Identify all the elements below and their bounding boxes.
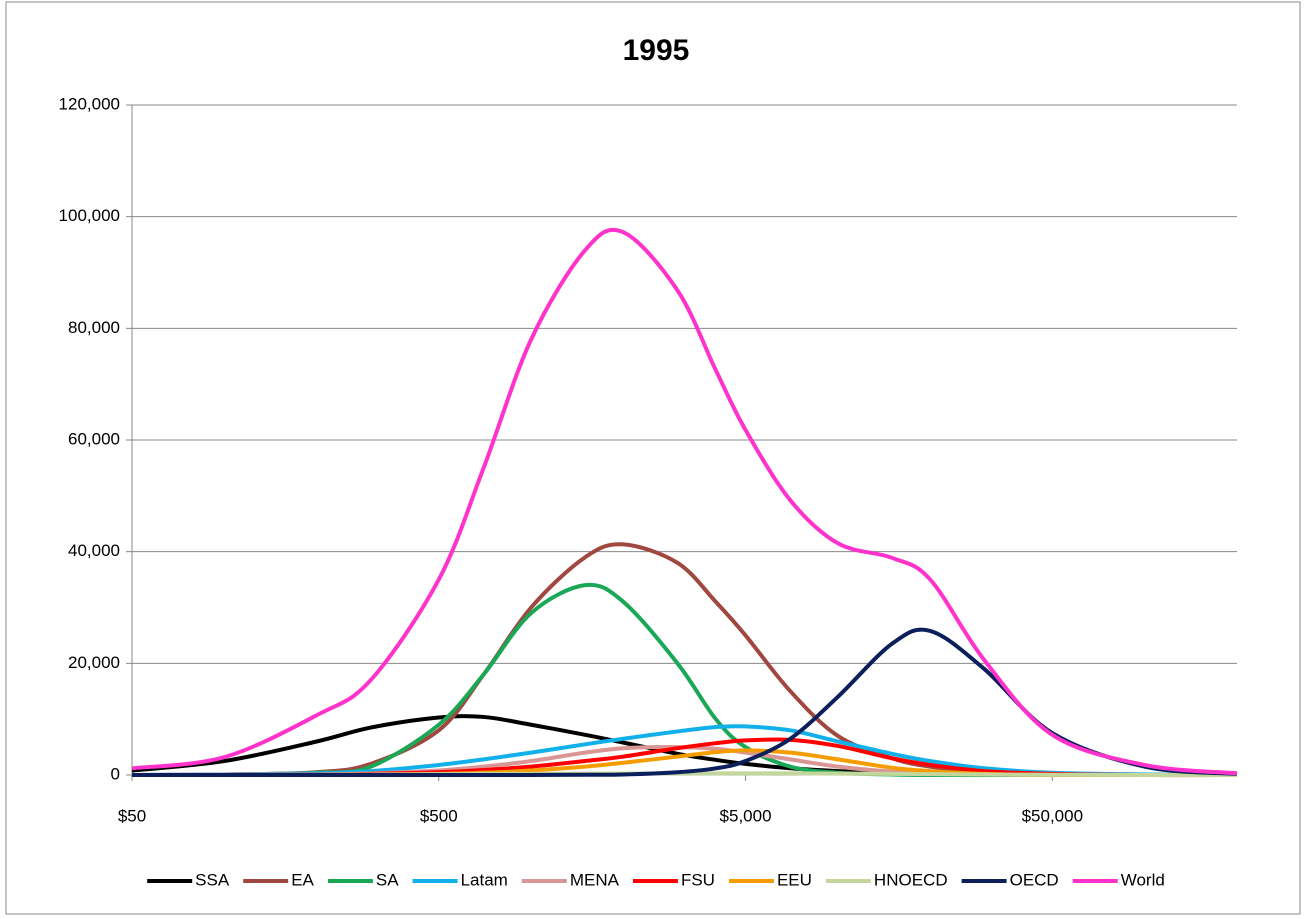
x-tick-label: $50	[118, 806, 146, 825]
y-tick-label: 0	[111, 764, 120, 783]
x-tick-label: $50,000	[1022, 806, 1083, 825]
y-tick-label: 40,000	[68, 541, 120, 560]
legend-label: EEU	[777, 870, 812, 889]
legend-label: Latam	[461, 870, 508, 889]
series-line	[132, 627, 1238, 778]
legend-label: SSA	[195, 870, 230, 889]
y-tick-label: 80,000	[68, 318, 120, 337]
legend-label: OECD	[1010, 870, 1059, 889]
y-tick-label: 100,000	[59, 206, 120, 225]
y-tick-label: 120,000	[59, 94, 120, 113]
chart-border	[5, 1, 1301, 915]
y-tick-label: 60,000	[68, 429, 120, 448]
series-line	[131, 724, 1238, 777]
x-tick-label: $500	[420, 806, 458, 825]
x-tick-label: $5,000	[720, 806, 772, 825]
legend-label: EA	[291, 870, 314, 889]
legend-label: HNOECD	[874, 870, 948, 889]
legend-label: SA	[376, 870, 399, 889]
chart-title: 1995	[623, 34, 690, 67]
legend-label: MENA	[570, 870, 620, 889]
series-line	[131, 227, 1238, 776]
y-tick-label: 20,000	[68, 653, 120, 672]
legend-label: World	[1121, 870, 1165, 889]
legend-label: FSU	[681, 870, 715, 889]
